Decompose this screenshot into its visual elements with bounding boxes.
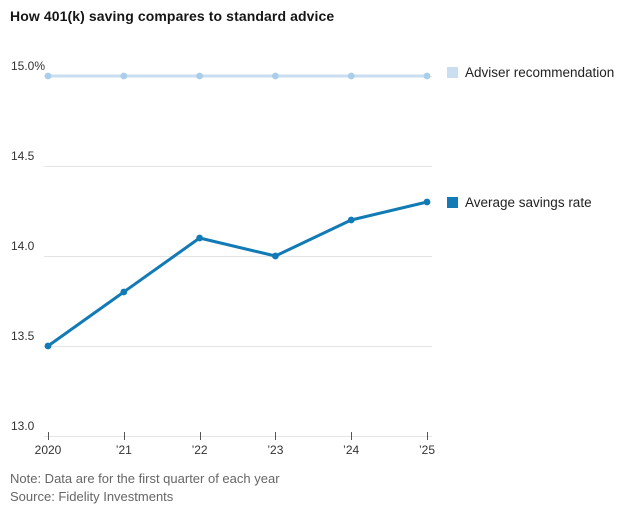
y-axis-label: 13.5 bbox=[11, 329, 35, 343]
gridline bbox=[44, 346, 432, 347]
average-savings-rate-data-point bbox=[120, 288, 128, 296]
adviser-swatch-icon bbox=[447, 67, 458, 78]
x-axis-tick bbox=[48, 432, 49, 440]
adviser-recommendation-data-point bbox=[44, 72, 52, 80]
x-axis-tick bbox=[275, 432, 277, 440]
x-axis-label: ’22 bbox=[191, 443, 208, 457]
gridline bbox=[44, 166, 432, 167]
legend-savings-label: Average savings rate bbox=[465, 195, 592, 210]
y-axis-label: 15.0% bbox=[11, 59, 46, 73]
x-axis-label: ’25 bbox=[418, 443, 435, 457]
average-savings-rate-data-point bbox=[272, 252, 279, 260]
x-axis-tick bbox=[351, 432, 353, 440]
legend-adviser-label: Adviser recommendation bbox=[465, 65, 615, 80]
y-axis-label: 13.0 bbox=[11, 419, 35, 433]
legend-item-adviser: Adviser recommendation bbox=[447, 65, 614, 80]
x-axis-tick bbox=[427, 432, 428, 440]
adviser-recommendation-data-point bbox=[272, 72, 279, 80]
chart-source: Source: Fidelity Investments bbox=[10, 489, 174, 504]
adviser-recommendation-data-point bbox=[120, 72, 128, 80]
adviser-recommendation-data-point bbox=[423, 72, 431, 80]
x-axis-label: 2020 bbox=[34, 443, 62, 457]
x-axis-label: ’23 bbox=[267, 443, 284, 457]
chart-note: Note: Data are for the first quarter of … bbox=[10, 471, 280, 486]
average-savings-rate-data-point bbox=[423, 198, 431, 206]
chart-title: How 401(k) saving compares to standard a… bbox=[10, 8, 335, 24]
average-savings-rate-data-point bbox=[347, 216, 355, 224]
legend-item-savings: Average savings rate bbox=[447, 195, 592, 210]
savings-swatch-icon bbox=[447, 197, 458, 208]
x-axis-tick bbox=[199, 432, 201, 440]
y-axis-label: 14.5 bbox=[11, 149, 35, 163]
gridline bbox=[44, 436, 432, 437]
adviser-recommendation-data-point bbox=[196, 72, 204, 80]
y-axis-label: 14.0 bbox=[11, 239, 35, 253]
adviser-recommendation-data-point bbox=[347, 72, 355, 80]
x-axis-tick bbox=[123, 432, 125, 440]
average-savings-rate-line bbox=[46, 200, 429, 348]
x-axis-label: ’21 bbox=[115, 443, 132, 457]
x-axis-label: ’24 bbox=[343, 443, 360, 457]
average-savings-rate-data-point bbox=[196, 234, 204, 242]
average-savings-rate-data-point bbox=[44, 342, 52, 350]
gridline bbox=[44, 256, 432, 257]
